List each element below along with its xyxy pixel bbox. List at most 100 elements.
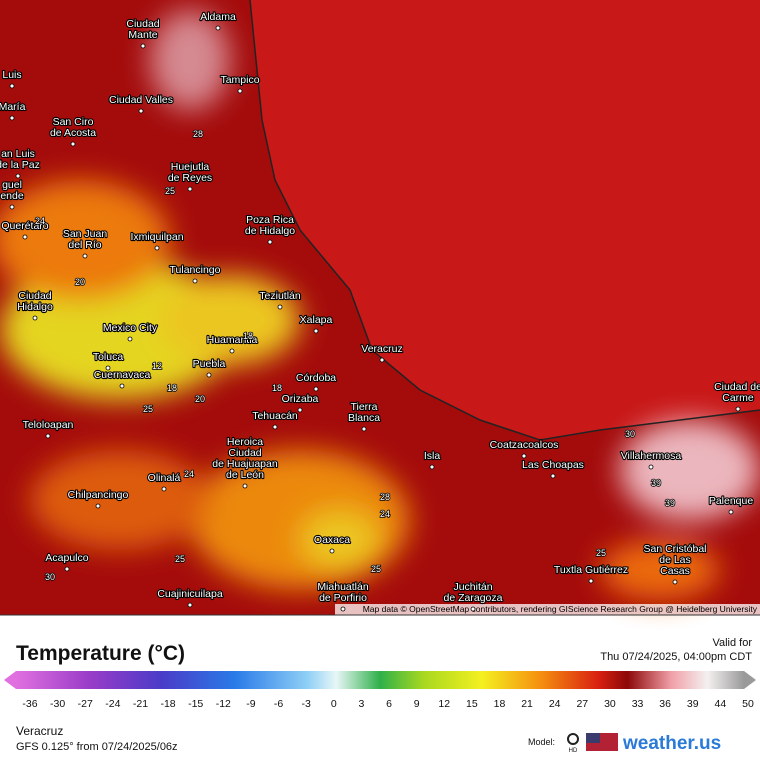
- city-label: de Reyes: [168, 172, 212, 184]
- city-dot: [297, 407, 303, 413]
- legend-title: Temperature (°C): [16, 642, 185, 665]
- city-label: Querétaro: [1, 220, 48, 232]
- city-label: Ciudad: [228, 447, 261, 459]
- city-dot: [215, 25, 221, 31]
- city-label: Luis: [2, 69, 21, 81]
- city-label: Casas: [660, 565, 690, 577]
- city-dot: [429, 464, 435, 470]
- city-dot: [22, 234, 28, 240]
- city-label: Huejutla: [171, 161, 210, 173]
- city-label: de Huajuapan: [212, 458, 278, 470]
- tick-label: 12: [438, 698, 450, 710]
- model-label: Model:: [528, 737, 555, 747]
- city-label: Cuajinicuilapa: [157, 588, 223, 600]
- tick-label: -36: [22, 698, 37, 710]
- city-dot: [521, 453, 527, 459]
- city-dot: [588, 578, 594, 584]
- city-dot: [9, 204, 15, 210]
- city-label: de la Paz: [0, 159, 40, 171]
- city-label: Tulancingo: [170, 264, 221, 276]
- tick-label: 6: [386, 698, 392, 710]
- contour-label: 12: [152, 361, 162, 371]
- city-dot: [313, 386, 319, 392]
- contour-label: 18: [243, 331, 253, 341]
- city-label: San Cristóbal: [643, 543, 706, 555]
- city-label: de Zaragoza: [444, 592, 503, 604]
- city-label: an Luis: [1, 148, 35, 160]
- city-label: de Las: [659, 554, 691, 566]
- tick-label: -30: [50, 698, 65, 710]
- tick-label: 24: [549, 698, 561, 710]
- tick-label: -24: [105, 698, 120, 710]
- contour-label: 20: [195, 394, 205, 404]
- city-label: Orizaba: [282, 393, 319, 405]
- city-dot: [154, 245, 160, 251]
- city-dot: [728, 509, 734, 515]
- city-dot: [237, 88, 243, 94]
- tick-label: 3: [358, 698, 364, 710]
- city-label: Blanca: [348, 412, 380, 424]
- city-label: de Acosta: [50, 127, 96, 139]
- color-bar: [16, 671, 744, 689]
- city-label: Tierra: [350, 401, 377, 413]
- tick-label: -15: [188, 698, 203, 710]
- tick-label: -3: [301, 698, 310, 710]
- city-dot: [82, 253, 88, 259]
- valid-time: Thu 07/24/2025, 04:00pm CDT: [600, 651, 752, 663]
- tick-label: -27: [78, 698, 93, 710]
- city-label: Ciudad de: [714, 381, 760, 393]
- city-label: del Río: [68, 239, 101, 251]
- city-dot: [15, 173, 21, 179]
- model-badge: HD: [569, 748, 578, 754]
- city-label: Las Choapas: [522, 459, 584, 471]
- tick-label: 30: [604, 698, 616, 710]
- city-label: Heroica: [227, 436, 263, 448]
- bar-end: [4, 671, 16, 689]
- contour-label: 25: [596, 548, 606, 558]
- city-dot: [242, 483, 248, 489]
- tick-label: -9: [246, 698, 255, 710]
- contour-label: 25: [371, 564, 381, 574]
- tick-label: 18: [494, 698, 506, 710]
- city-dot: [70, 141, 76, 147]
- city-label: Aldama: [200, 11, 236, 23]
- city-label: Chilpancingo: [68, 489, 129, 501]
- city-label: Tehuacán: [252, 410, 298, 422]
- flag-canton: [586, 733, 600, 743]
- city-dot: [361, 426, 367, 432]
- contour-label: 30: [45, 572, 55, 582]
- brand[interactable]: weather.us: [622, 733, 721, 754]
- city-dot: [313, 328, 319, 334]
- city-label: Poza Rica: [246, 214, 294, 226]
- city-label: Toluca: [93, 351, 124, 363]
- city-label: Acapulco: [45, 552, 88, 564]
- contour-label: 24: [184, 469, 194, 479]
- tick-label: 21: [521, 698, 533, 710]
- city-label: Córdoba: [296, 372, 336, 384]
- attribution: Map data © OpenStreetMap contributors, r…: [363, 604, 758, 614]
- city-dot: [127, 336, 133, 342]
- city-label: ende: [0, 190, 24, 202]
- tick-label: -21: [133, 698, 148, 710]
- contour-label: 18: [272, 383, 282, 393]
- city-dot: [735, 406, 741, 412]
- city-label: Carme: [722, 392, 754, 404]
- city-dot: [64, 566, 70, 572]
- city-label: Mante: [128, 29, 157, 41]
- contour-label: 25: [143, 404, 153, 414]
- tick-label: 15: [466, 698, 478, 710]
- city-dot: [161, 486, 167, 492]
- city-label: San Juan: [63, 228, 108, 240]
- contour-label: 24: [35, 216, 45, 226]
- city-label: Juchitán: [453, 581, 492, 593]
- city-label: Coatzacoalcos: [490, 439, 559, 451]
- tick-label: 44: [715, 698, 727, 710]
- city-label: Ciudad Valles: [109, 94, 173, 106]
- city-label: San Ciro: [53, 116, 94, 128]
- tick-label: 0: [331, 698, 337, 710]
- city-dot: [138, 108, 144, 114]
- tick-label: -18: [160, 698, 175, 710]
- city-label: Villahermosa: [621, 450, 682, 462]
- city-dot: [329, 548, 335, 554]
